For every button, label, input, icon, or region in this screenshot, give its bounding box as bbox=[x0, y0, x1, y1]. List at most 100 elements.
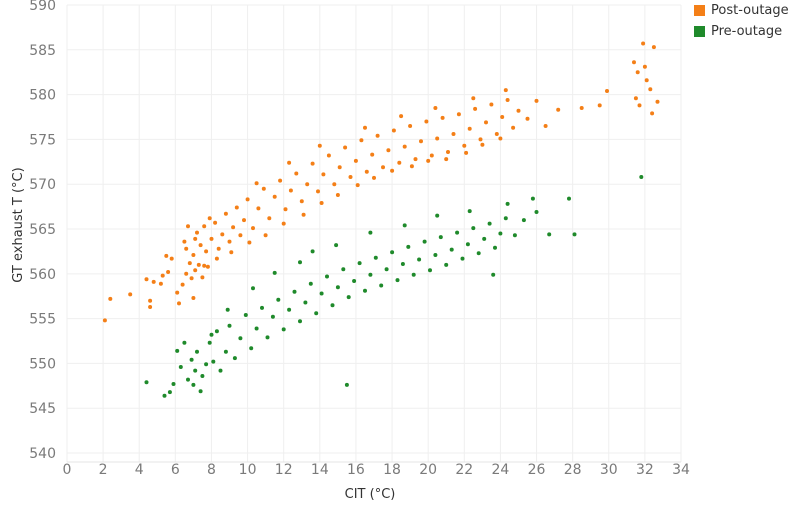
data-point bbox=[632, 60, 636, 65]
data-point bbox=[633, 96, 638, 101]
data-point bbox=[317, 143, 322, 148]
data-point bbox=[251, 226, 255, 231]
data-point bbox=[464, 150, 469, 155]
data-point bbox=[379, 283, 384, 288]
data-point bbox=[352, 279, 357, 283]
y-tick-label: 550 bbox=[29, 356, 56, 372]
data-point bbox=[211, 359, 216, 364]
data-point bbox=[180, 282, 185, 287]
x-tick-label: 8 bbox=[207, 462, 216, 478]
data-point bbox=[325, 274, 329, 279]
data-point bbox=[368, 230, 373, 235]
data-point bbox=[409, 164, 414, 169]
data-point bbox=[505, 98, 510, 102]
data-point bbox=[521, 218, 526, 223]
data-point bbox=[446, 150, 450, 154]
data-point bbox=[238, 233, 243, 238]
data-point bbox=[308, 281, 313, 286]
x-tick-label: 4 bbox=[135, 462, 144, 478]
data-point bbox=[205, 264, 210, 269]
data-point bbox=[440, 115, 445, 120]
data-point bbox=[637, 103, 642, 108]
data-point bbox=[359, 138, 364, 143]
data-point bbox=[319, 201, 324, 205]
data-point bbox=[272, 194, 277, 199]
data-point bbox=[348, 175, 353, 179]
data-point bbox=[473, 106, 478, 111]
data-point bbox=[288, 188, 293, 193]
data-point bbox=[294, 171, 299, 176]
x-tick-label: 18 bbox=[383, 462, 401, 478]
data-point bbox=[175, 290, 180, 295]
data-point bbox=[346, 295, 351, 300]
data-point bbox=[108, 296, 113, 301]
x-tick-label: 34 bbox=[672, 462, 690, 478]
data-point bbox=[229, 250, 234, 255]
data-point bbox=[251, 286, 255, 291]
data-point bbox=[263, 233, 268, 238]
data-point bbox=[399, 114, 404, 119]
data-point bbox=[195, 230, 199, 235]
data-point bbox=[200, 275, 205, 280]
data-point bbox=[435, 213, 440, 218]
data-point bbox=[503, 216, 508, 221]
data-point bbox=[193, 368, 198, 373]
x-tick-label: 14 bbox=[311, 462, 329, 478]
data-point bbox=[254, 326, 259, 331]
data-point bbox=[204, 362, 209, 367]
legend-item-pre-outage[interactable]: Pre-outage bbox=[694, 21, 800, 42]
data-point bbox=[184, 271, 189, 276]
data-point bbox=[353, 158, 358, 163]
data-point bbox=[238, 336, 243, 341]
data-point bbox=[283, 207, 288, 212]
legend-swatch-pre-outage bbox=[694, 26, 705, 37]
data-point bbox=[641, 41, 646, 46]
data-point bbox=[465, 242, 470, 247]
data-point bbox=[298, 319, 302, 324]
data-point bbox=[530, 196, 535, 201]
data-point bbox=[422, 239, 427, 244]
data-point bbox=[438, 235, 443, 240]
data-point bbox=[419, 139, 423, 144]
data-point bbox=[191, 382, 196, 387]
data-point bbox=[330, 303, 335, 308]
data-point bbox=[261, 186, 266, 191]
legend-item-post-outage[interactable]: Post-outage bbox=[694, 0, 800, 21]
data-point bbox=[498, 136, 503, 141]
data-point bbox=[357, 261, 362, 266]
data-point bbox=[193, 236, 198, 241]
data-point bbox=[278, 178, 283, 183]
data-point bbox=[167, 390, 172, 395]
data-point bbox=[245, 197, 250, 202]
y-tick-label: 555 bbox=[29, 312, 56, 328]
data-point bbox=[413, 157, 418, 162]
data-point bbox=[644, 78, 649, 83]
y-axis-title: GT exhaust T (°C) bbox=[11, 167, 26, 282]
data-point bbox=[480, 142, 485, 147]
y-tick-label: 580 bbox=[29, 88, 56, 104]
data-point bbox=[305, 182, 310, 187]
data-point bbox=[449, 247, 454, 252]
data-point bbox=[321, 172, 326, 177]
data-point bbox=[597, 103, 602, 108]
y-tick-label: 540 bbox=[29, 446, 56, 462]
y-tick-label: 575 bbox=[29, 132, 56, 148]
y-tick-label: 545 bbox=[29, 401, 56, 417]
data-point bbox=[218, 368, 223, 373]
data-point bbox=[182, 340, 187, 345]
data-point bbox=[543, 124, 548, 128]
data-point bbox=[648, 87, 653, 92]
y-tick-label: 565 bbox=[29, 222, 56, 238]
data-point bbox=[276, 297, 281, 302]
data-point bbox=[444, 157, 449, 162]
data-point bbox=[556, 107, 561, 112]
data-point bbox=[487, 221, 492, 226]
data-point bbox=[189, 276, 194, 281]
data-point bbox=[433, 106, 438, 110]
x-tick-label: 26 bbox=[528, 462, 546, 478]
data-point bbox=[572, 232, 577, 237]
data-point bbox=[651, 45, 656, 50]
data-point bbox=[334, 243, 339, 248]
data-point bbox=[484, 120, 488, 125]
x-tick-label: 28 bbox=[564, 462, 582, 478]
